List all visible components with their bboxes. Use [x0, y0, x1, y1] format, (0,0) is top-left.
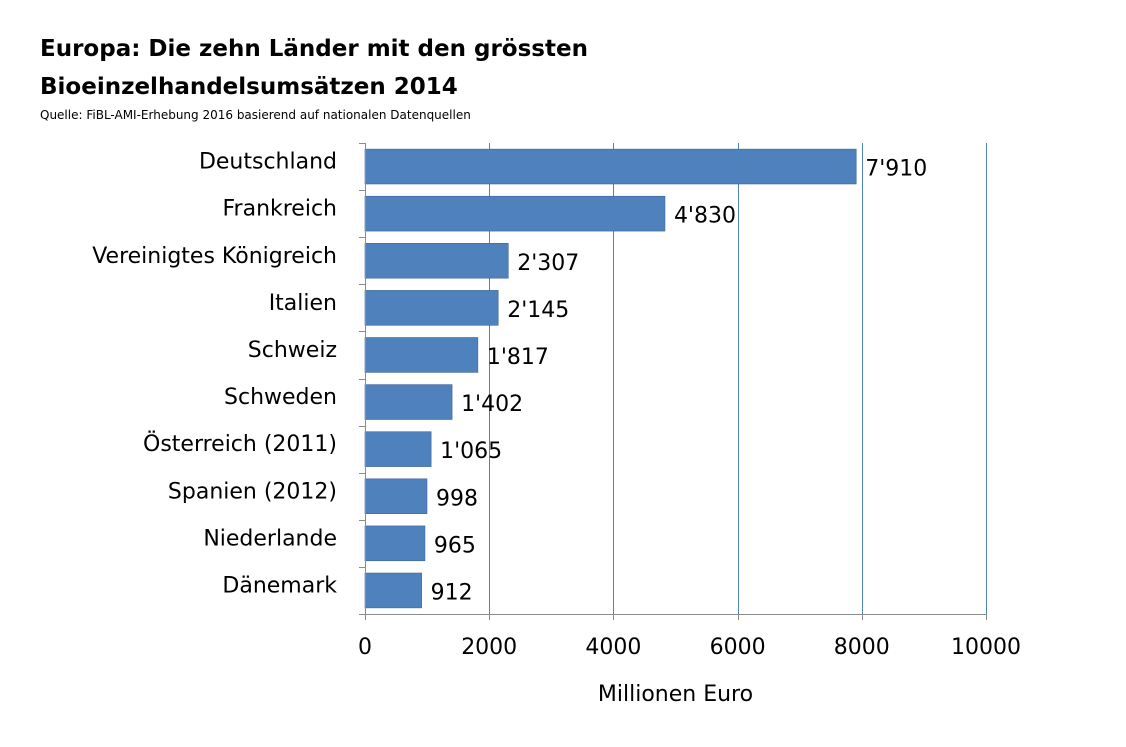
bar: [364, 384, 453, 420]
category-label: Niederlande: [203, 526, 337, 551]
bar: [364, 431, 432, 467]
bar: [364, 525, 426, 562]
category-label: Deutschland: [199, 150, 337, 175]
data-label: 1'065: [440, 439, 502, 464]
category-label: Spanien (2012): [168, 479, 337, 504]
bar: [364, 337, 479, 373]
data-label: 4'830: [674, 204, 736, 229]
chart-title: Europa: Die zehn Länder mit den grössten…: [40, 30, 588, 106]
data-label: 912: [431, 580, 473, 605]
x-tick-label: 0: [358, 635, 372, 660]
bar: [364, 290, 499, 326]
category-label: Österreich (2011): [143, 431, 337, 457]
data-label: 998: [436, 486, 478, 511]
bar: [364, 572, 422, 609]
data-label: 2'145: [507, 298, 569, 323]
bar: [364, 195, 666, 232]
data-label: 1'817: [487, 345, 549, 370]
data-label: 965: [434, 533, 476, 558]
category-label: Italien: [269, 291, 337, 316]
chart-subtitle: Quelle: FiBL-AMI-Erhebung 2016 basierend…: [40, 108, 471, 122]
x-tick-label: 6000: [710, 635, 766, 660]
x-tick-label: 4000: [585, 635, 641, 660]
chart-title-line-1: Europa: Die zehn Länder mit den grössten: [40, 36, 588, 62]
data-label: 1'402: [461, 392, 523, 417]
x-axis-label: Millionen Euro: [598, 682, 753, 707]
bar: [364, 148, 857, 185]
category-label: Vereinigtes Königreich: [92, 244, 337, 269]
x-tick-label: 10000: [951, 635, 1021, 660]
category-label: Schweiz: [248, 338, 337, 363]
category-label: Frankreich: [222, 197, 337, 222]
x-tick-label: 8000: [834, 635, 890, 660]
data-label: 2'307: [517, 251, 579, 276]
data-label: 7'910: [865, 157, 927, 182]
x-tick-label: 2000: [461, 635, 517, 660]
bar: [364, 243, 509, 279]
chart-title-line-2: Bioeinzelhandelsumsätzen 2014: [40, 74, 458, 100]
bar: [364, 478, 428, 514]
category-label: Dänemark: [222, 573, 337, 598]
category-label: Schweden: [224, 385, 337, 410]
